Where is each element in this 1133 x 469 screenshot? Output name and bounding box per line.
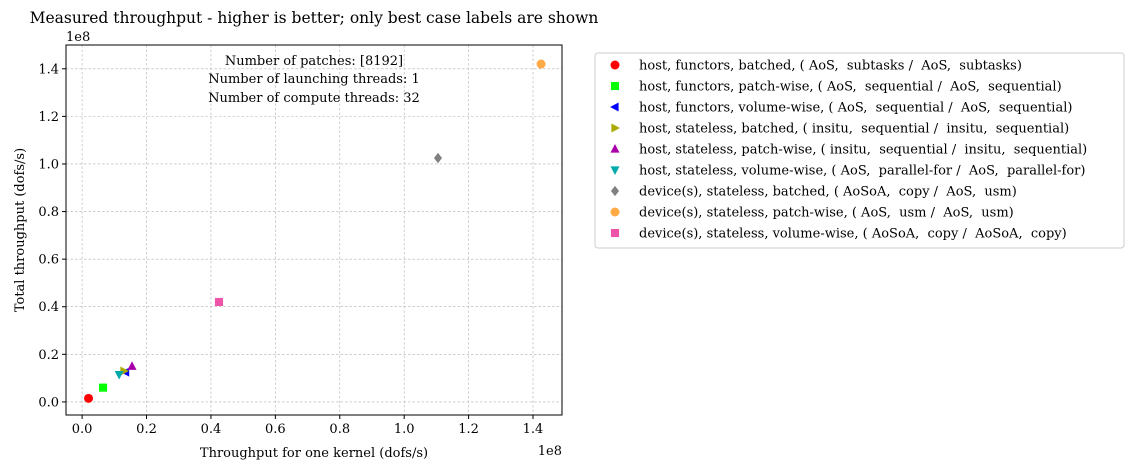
y-tick-label: 0.2 [38,348,59,363]
legend-marker-triangle-down [610,166,620,175]
x-tick-label: 0.6 [265,422,286,437]
annotation-compute-threads: Number of compute threads: 32 [208,91,420,106]
x-axis-label: Throughput for one kernel (dofs/s) [200,446,428,461]
data-point-square [214,297,224,307]
y-tick-label: 0.0 [38,395,59,410]
data-point-circle [84,393,94,403]
legend-label: host, functors, batched, ( AoS, subtasks… [639,59,1022,74]
legend-marker-triangle-up [610,144,620,153]
chart-title: Measured throughput - higher is better; … [30,9,599,27]
legend-marker-triangle-left [610,102,619,112]
legend-label: host, functors, patch-wise, ( AoS, seque… [639,80,1062,95]
y-tick-label: 0.4 [38,300,59,315]
legend-label: device(s), stateless, patch-wise, ( AoS,… [639,206,1014,221]
data-point-triangle-up [127,361,137,370]
legend-frame [594,52,1125,249]
legend-marker-diamond [610,185,620,197]
data-point-diamond [433,152,443,164]
x-tick-label: 1.0 [394,422,415,437]
y-tick-label: 0.6 [38,253,59,268]
run-info-annotation: Number of patches: [8192] Number of laun… [208,54,420,106]
y-tick-label: 1.0 [38,157,59,172]
y-tick-label: 1.4 [38,62,59,77]
data-point-triangle-down [114,370,124,380]
legend-label: host, functors, volume-wise, ( AoS, sequ… [639,101,1072,116]
data-point-triangle-right [120,366,129,376]
data-points [84,59,546,403]
legend-marker-triangle-right [611,123,620,133]
legend-label: device(s), stateless, batched, ( AoSoA, … [639,185,1017,200]
data-point-square [98,383,108,392]
x-tick-label: 0.4 [201,422,222,437]
legend-items: host, functors, batched, ( AoS, subtasks… [610,59,1087,242]
x-tick-label: 0.0 [72,422,93,437]
y-tick-label: 1.2 [38,110,59,125]
legend-label: host, stateless, patch-wise, ( insitu, s… [639,143,1087,158]
legend: host, functors, batched, ( AoS, subtasks… [594,52,1125,249]
legend-label: host, stateless, volume-wise, ( AoS, par… [639,164,1085,179]
annotation-launching-threads: Number of launching threads: 1 [208,72,420,87]
legend-marker-square [610,228,620,238]
legend-label: host, stateless, batched, ( insitu, sequ… [639,122,1069,137]
grid-lines [66,45,562,415]
legend-marker-circle [610,60,620,70]
x-tick-label: 1.2 [458,422,479,437]
legend-marker-square [610,81,620,91]
legend-label: device(s), stateless, volume-wise, ( AoS… [639,227,1067,242]
x-axis-multiplier: 1e8 [538,444,562,459]
annotation-patches: Number of patches: [8192] [225,54,403,69]
x-tick-label: 1.4 [523,422,544,437]
x-tick-label: 0.8 [329,422,350,437]
plot-area-frame [65,44,563,416]
y-tick-label: 0.8 [38,205,59,220]
data-point-circle [536,59,546,69]
y-axis-label: Total throughput (dofs/s) [13,148,28,312]
y-axis-multiplier: 1e8 [66,30,90,45]
axis-ticks: 0.0 0.2 0.4 0.6 0.8 1.0 1.2 1.4 0.0 0.2 0.4 0.6 0.8 1… [38,62,543,437]
legend-marker-circle [610,207,620,217]
x-tick-label: 0.2 [136,422,157,437]
